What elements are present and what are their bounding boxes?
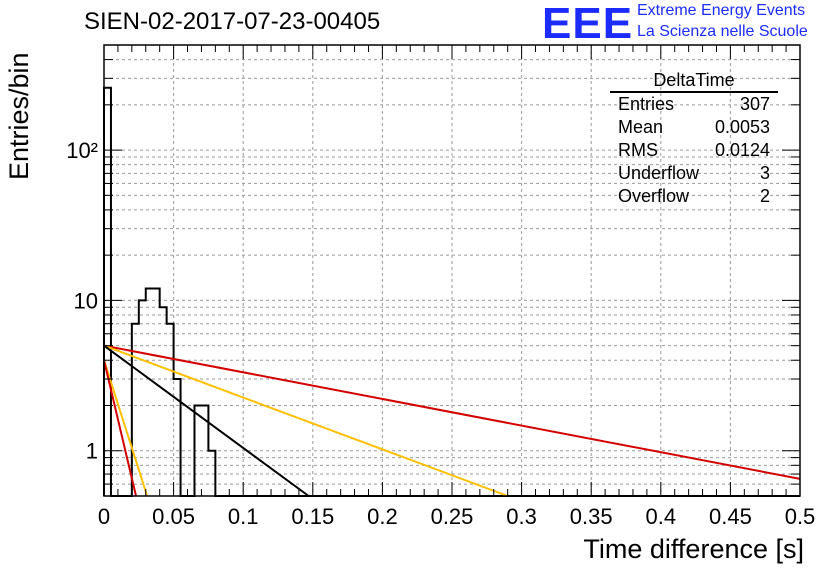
stats-value: 0.0053	[714, 117, 770, 137]
stats-row-mean: Mean 0.0053	[610, 116, 778, 139]
fit-line	[103, 359, 149, 497]
histogram-bin	[104, 88, 111, 496]
histogram-bin	[167, 324, 174, 496]
x-tick-label: 0.3	[506, 504, 537, 529]
y-tick-label: 10²	[66, 138, 98, 163]
x-tick-label: 0.1	[228, 504, 259, 529]
x-tick-label: 0.45	[709, 504, 752, 529]
x-tick-label: 0.05	[152, 504, 195, 529]
stats-row-underflow: Underflow 3	[610, 162, 778, 185]
stats-label: Mean	[618, 117, 664, 137]
logo-subtitle-1: Extreme Energy Events	[637, 2, 806, 19]
y-tick-label: 10	[74, 288, 98, 313]
stats-label: RMS	[618, 140, 658, 160]
stats-box: DeltaTime Entries 307 Mean 0.0053 RMS 0.…	[610, 70, 778, 208]
stats-label: Entries	[618, 94, 675, 114]
stats-row-rms: RMS 0.0124	[610, 139, 778, 162]
chart-title: SIEN-02-2017-07-23-00405	[84, 8, 381, 35]
stats-value: 0.0124	[714, 140, 770, 160]
x-tick-label: 0.35	[570, 504, 613, 529]
fit-line	[103, 344, 310, 497]
x-tick-label: 0.25	[431, 504, 474, 529]
x-tick-label: 0.5	[785, 504, 816, 529]
fit-line	[103, 344, 801, 480]
histogram-bin	[160, 307, 167, 496]
stats-title: DeltaTime	[610, 70, 778, 93]
stats-row-overflow: Overflow 2	[610, 185, 778, 208]
y-axis-label: Entries/bin	[4, 52, 34, 180]
x-tick-label: 0.2	[367, 504, 398, 529]
stats-value: 2	[759, 186, 770, 206]
stats-label: Underflow	[618, 163, 700, 183]
logo-subtitle-2: La Scienza nelle Scuole	[637, 23, 808, 40]
histogram-bin	[139, 300, 146, 496]
fit-line	[103, 360, 137, 497]
grid	[104, 45, 800, 496]
histogram-bin	[132, 324, 139, 496]
stats-label: Overflow	[618, 186, 690, 206]
stats-value: 307	[739, 94, 770, 114]
x-tick-label: 0.15	[291, 504, 334, 529]
y-tick-label: 1	[86, 439, 98, 464]
eee-logo: EEE	[542, 0, 634, 48]
x-tick-label: 0.4	[646, 504, 677, 529]
x-tick-label: 0	[98, 504, 110, 529]
fit-line	[103, 344, 509, 497]
axes: 0 0.05 0.1 0.15 0.2 0.25 0.3 0.35 0.4 0.45 0.5 1 10 1…	[66, 44, 816, 529]
stats-row-entries: Entries 307	[610, 93, 778, 116]
x-axis-label: Time difference [s]	[583, 534, 804, 564]
fit-lines	[103, 344, 801, 497]
stats-value: 3	[759, 163, 770, 183]
